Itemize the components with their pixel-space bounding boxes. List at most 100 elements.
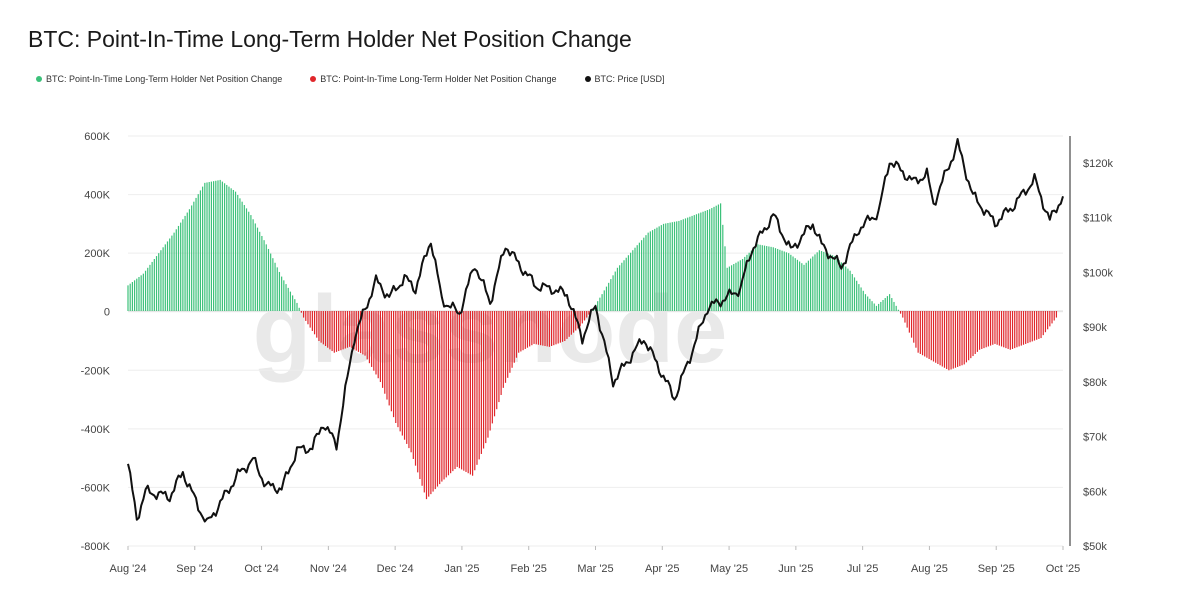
bar-negative bbox=[943, 311, 946, 368]
bar-positive bbox=[676, 221, 678, 311]
bar-positive bbox=[856, 280, 858, 311]
bar-positive bbox=[840, 262, 842, 311]
y-left-tick-label: 0 bbox=[104, 307, 110, 319]
bar-positive bbox=[711, 208, 713, 311]
bar-negative bbox=[568, 311, 570, 337]
bar-positive bbox=[210, 181, 213, 311]
bar-negative bbox=[428, 311, 430, 497]
bar-positive bbox=[199, 190, 202, 311]
bar-negative bbox=[471, 311, 474, 476]
bar-negative bbox=[395, 311, 397, 423]
bar-positive bbox=[796, 259, 799, 311]
bar-negative bbox=[939, 311, 941, 366]
bar-positive bbox=[772, 247, 774, 311]
bar-negative bbox=[463, 311, 465, 471]
bar-negative bbox=[432, 311, 434, 492]
axes: 600K 400K 200K 0 -200K -400K -600K -800K $120k $1… bbox=[81, 131, 1114, 575]
bar-negative bbox=[353, 311, 355, 350]
bar-negative bbox=[491, 311, 493, 424]
bar-positive bbox=[878, 303, 880, 311]
bar-negative bbox=[564, 311, 566, 341]
legend-item-positive[interactable]: BTC: Point-In-Time Long-Term Holder Net … bbox=[36, 74, 282, 84]
bar-positive bbox=[193, 201, 195, 311]
bar-negative bbox=[300, 311, 302, 313]
x-tick-label: Oct '24 bbox=[244, 563, 279, 575]
bar-positive bbox=[627, 255, 630, 311]
bar-negative bbox=[577, 311, 579, 329]
bar-negative bbox=[504, 311, 507, 383]
bar-positive bbox=[127, 285, 129, 311]
bar-positive bbox=[785, 252, 788, 311]
bar-positive bbox=[691, 215, 693, 311]
bar-positive bbox=[895, 305, 897, 311]
bar-negative bbox=[537, 311, 540, 345]
bar-positive bbox=[188, 209, 191, 311]
bar-positive bbox=[684, 218, 687, 311]
bar-positive bbox=[733, 264, 735, 311]
bar-negative bbox=[379, 311, 382, 382]
bar-positive bbox=[285, 284, 287, 311]
bar-positive bbox=[746, 254, 748, 311]
bar-positive bbox=[897, 309, 899, 311]
x-tick-label: Feb '25 bbox=[511, 563, 547, 575]
bar-negative bbox=[1036, 311, 1038, 340]
bar-positive bbox=[129, 283, 131, 311]
y-right-tick-label: $70k bbox=[1083, 432, 1107, 444]
bar-negative bbox=[500, 311, 502, 395]
bar-negative bbox=[311, 311, 313, 331]
bar-positive bbox=[794, 258, 796, 311]
bar-negative bbox=[318, 311, 320, 341]
bar-positive bbox=[256, 227, 259, 311]
bar-positive bbox=[162, 247, 164, 311]
bar-positive bbox=[831, 255, 834, 311]
bar-positive bbox=[845, 266, 847, 311]
bar-negative bbox=[919, 311, 921, 354]
bar-negative bbox=[467, 311, 469, 474]
bar-negative bbox=[408, 311, 410, 449]
legend-item-negative[interactable]: BTC: Point-In-Time Long-Term Holder Net … bbox=[310, 74, 557, 84]
bar-positive bbox=[748, 252, 750, 311]
bar-negative bbox=[520, 311, 522, 352]
bar-negative bbox=[950, 311, 952, 370]
bar-positive bbox=[133, 280, 136, 311]
bar-positive bbox=[276, 267, 278, 311]
x-tick-label: Sep '25 bbox=[978, 563, 1015, 575]
bar-positive bbox=[715, 205, 717, 311]
bar-negative bbox=[937, 311, 939, 365]
bar-negative bbox=[1014, 311, 1016, 349]
bar-positive bbox=[820, 251, 823, 311]
bar-negative bbox=[368, 311, 371, 364]
x-tick-label: Jul '25 bbox=[847, 563, 878, 575]
legend-item-price[interactable]: BTC: Price [USD] bbox=[584, 74, 665, 84]
bar-negative bbox=[989, 311, 992, 346]
bar-positive bbox=[737, 261, 739, 311]
x-tick-label: Aug '25 bbox=[911, 563, 948, 575]
bar-negative bbox=[902, 311, 904, 318]
bar-negative bbox=[410, 311, 412, 453]
bar-negative bbox=[478, 311, 480, 460]
bar-positive bbox=[621, 262, 623, 311]
bar-positive bbox=[783, 251, 785, 311]
bar-positive bbox=[834, 256, 836, 311]
bar-negative bbox=[423, 311, 425, 493]
bar-positive bbox=[884, 298, 886, 311]
bar-negative bbox=[342, 311, 344, 350]
bar-negative bbox=[421, 311, 423, 486]
bar-positive bbox=[136, 278, 138, 311]
y-right-tick-label: $60k bbox=[1083, 486, 1107, 498]
bar-positive bbox=[875, 305, 878, 311]
x-tick-label: Nov '24 bbox=[310, 563, 347, 575]
bar-negative bbox=[531, 311, 533, 346]
bar-positive bbox=[186, 212, 188, 311]
bar-positive bbox=[744, 256, 746, 311]
bar-positive bbox=[761, 245, 763, 311]
bar-positive bbox=[741, 259, 744, 311]
bar-positive bbox=[726, 267, 728, 311]
y-right-tick-label: $50k bbox=[1083, 541, 1107, 553]
bar-negative bbox=[397, 311, 399, 428]
bar-positive bbox=[232, 189, 234, 311]
bar-negative bbox=[904, 311, 906, 323]
chart-title: BTC: Point-In-Time Long-Term Holder Net … bbox=[28, 26, 632, 52]
bar-positive bbox=[838, 260, 840, 311]
bar-negative bbox=[447, 311, 450, 476]
